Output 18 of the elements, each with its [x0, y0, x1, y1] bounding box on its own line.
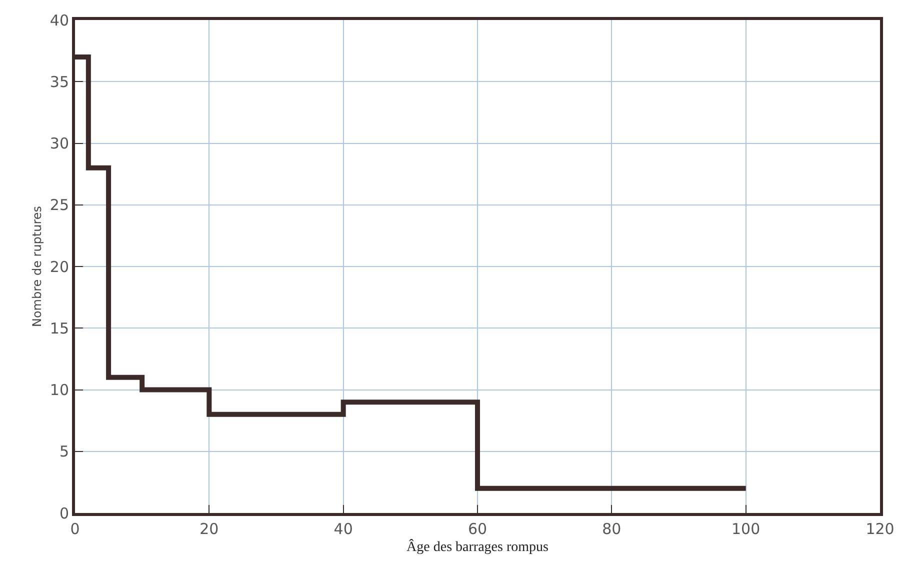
y-tick-label: 20 — [50, 258, 69, 276]
x-tick-label: 100 — [732, 520, 760, 538]
y-tick-label: 10 — [50, 381, 69, 399]
x-tick-label: 20 — [200, 520, 219, 538]
x-tick-label: 80 — [602, 520, 622, 538]
x-tick-label: 40 — [334, 520, 353, 538]
x-tick-label: 0 — [70, 520, 80, 538]
y-tick-label: 35 — [50, 72, 69, 91]
x-tick-label: 120 — [866, 520, 894, 538]
x-axis-title: Âge des barrages rompus — [406, 538, 548, 555]
y-tick-label: 15 — [50, 319, 69, 338]
y-tick-label: 0 — [59, 504, 69, 522]
y-tick-label: 5 — [59, 442, 69, 461]
y-tick-label: 30 — [50, 134, 69, 152]
y-tick-label: 25 — [50, 196, 69, 214]
y-axis-title: Nombre de ruptures — [30, 206, 44, 328]
y-tick-label: 40 — [50, 11, 69, 30]
x-tick-label: 60 — [468, 520, 488, 538]
